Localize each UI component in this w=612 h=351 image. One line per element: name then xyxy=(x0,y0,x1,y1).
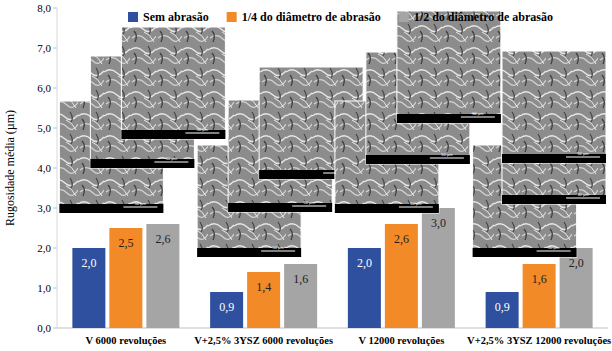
bar xyxy=(247,272,280,328)
sem-images: 50 µm 50 µm 50 µm 50 µm 50 µm 50 µm 50 µm 50 µm… xyxy=(59,11,606,257)
sem-scale-label: 50 µm xyxy=(472,111,484,116)
bar xyxy=(422,208,455,328)
sem-image: 50 µm xyxy=(397,11,501,123)
legend-label: 1/2 do diâmetro de abrasão xyxy=(414,10,553,24)
sem-scale-label: 50 µm xyxy=(166,156,178,161)
legend-swatch xyxy=(227,12,237,22)
sem-scale-label: 50 µm xyxy=(273,245,285,250)
data-label: 2,0 xyxy=(81,256,96,270)
sem-scale-label: 50 µm xyxy=(197,127,209,132)
sem-image-frame xyxy=(397,11,501,123)
sem-scale-label: 50 µm xyxy=(410,201,422,206)
x-tick-label: V+2,5% 3YSZ 6000 revoluções xyxy=(194,335,333,346)
sem-scale-bar xyxy=(261,250,295,251)
sem-scale-label: 50 µm xyxy=(548,245,560,250)
y-tick-label: 0,0 xyxy=(37,322,51,334)
data-label: 2,6 xyxy=(155,232,170,246)
y-axis-label: Rugosidade média (µm) xyxy=(3,110,17,226)
sem-scale-strip xyxy=(90,159,194,168)
x-tick-label: V 12000 revoluções xyxy=(358,335,444,346)
sem-scale-bar xyxy=(292,205,326,206)
data-label: 3,0 xyxy=(431,216,446,230)
bar xyxy=(72,248,105,328)
y-tick xyxy=(53,88,57,89)
sem-scale-strip xyxy=(502,195,606,204)
y-tick xyxy=(53,128,57,129)
data-label: 2,6 xyxy=(394,232,409,246)
bar xyxy=(210,292,243,328)
y-tick-label: 2,0 xyxy=(37,242,51,254)
sem-scale-strip xyxy=(473,248,577,257)
data-label: 0,9 xyxy=(495,300,510,314)
sem-scale-strip xyxy=(502,154,606,163)
legend: Sem abrasão 1/4 do diâmetro de abrasão 1/2… xyxy=(128,10,553,24)
y-tick-label: 4,0 xyxy=(37,162,51,174)
data-label: 2,5 xyxy=(118,236,133,250)
y-axis-line xyxy=(57,8,58,328)
data-label: 1,6 xyxy=(532,272,547,286)
sem-image-frame xyxy=(121,27,225,139)
y-tick xyxy=(53,248,57,249)
sem-scale-strip xyxy=(228,203,332,212)
sem-scale-strip xyxy=(121,130,225,139)
bar xyxy=(284,264,317,328)
data-label: 2,0 xyxy=(357,256,372,270)
y-tick xyxy=(53,8,57,9)
sem-scale-bar xyxy=(185,132,219,133)
legend-swatch xyxy=(399,12,409,22)
x-tick-label: V+2,5% 3YSZ 12000 revoluções xyxy=(467,335,611,346)
sem-scale-strip xyxy=(366,155,470,164)
sem-scale-strip xyxy=(397,114,501,123)
sem-scale-bar xyxy=(537,250,571,251)
y-tick-label: 1,0 xyxy=(37,282,51,294)
bar xyxy=(109,228,142,328)
y-tick xyxy=(53,168,57,169)
legend-label: Sem abrasão xyxy=(143,10,209,24)
data-label: 1,4 xyxy=(256,280,271,294)
bar xyxy=(523,264,556,328)
y-tick-label: 3,0 xyxy=(37,202,51,214)
data-label: 1,6 xyxy=(293,272,308,286)
sem-scale-label: 50 µm xyxy=(304,200,316,205)
x-tick-label: V 6000 revoluções xyxy=(86,335,167,346)
bar xyxy=(146,224,179,328)
sem-scale-label: 50 µm xyxy=(135,201,147,206)
y-tick-label: 7,0 xyxy=(37,42,51,54)
sem-scale-label: 50 µm xyxy=(577,151,589,156)
bar xyxy=(560,248,593,328)
data-label: 0,9 xyxy=(219,300,234,314)
data-labels: 2,0 0,9 2,0 0,9 2,5 1,4 2,6 1,6 2,6 1,6 3,0 2,0 xyxy=(81,216,583,314)
sem-scale-label: 50 µm xyxy=(441,152,453,157)
bar xyxy=(486,292,519,328)
y-axis: 0,0 1,0 2,0 3,0 4,0 5,0 6,0 7,0 8,0 xyxy=(37,2,608,334)
y-tick xyxy=(53,288,57,289)
bar xyxy=(348,248,381,328)
y-tick-label: 5,0 xyxy=(37,122,51,134)
y-tick-label: 6,0 xyxy=(37,82,51,94)
sem-scale-strip xyxy=(197,248,301,257)
legend-swatch xyxy=(128,12,138,22)
legend-label: 1/4 do diâmetro de abrasão xyxy=(242,10,381,24)
sem-image: 50 µm xyxy=(502,51,606,163)
sem-scale-bar xyxy=(430,157,464,158)
sem-scale-bar xyxy=(154,161,188,162)
sem-scale-bar xyxy=(123,206,157,207)
sem-scale-bar xyxy=(566,156,600,157)
y-tick-label: 8,0 xyxy=(37,2,51,14)
sem-scale-bar xyxy=(461,116,495,117)
sem-scale-strip xyxy=(59,204,163,213)
y-tick xyxy=(53,48,57,49)
data-label: 2,0 xyxy=(569,256,584,270)
sem-scale-bar xyxy=(399,206,433,207)
sem-scale-bar xyxy=(566,197,600,198)
chart: 0,0 1,0 2,0 3,0 4,0 5,0 6,0 7,0 8,0 Rugosidade mé… xyxy=(0,0,612,351)
y-tick xyxy=(53,208,57,209)
sem-image: 50 µm xyxy=(121,27,225,139)
sem-scale-label: 50 µm xyxy=(577,192,589,197)
bar xyxy=(385,224,418,328)
sem-image-frame xyxy=(502,51,606,163)
sem-scale-strip xyxy=(335,204,439,213)
y-tick xyxy=(53,328,57,329)
